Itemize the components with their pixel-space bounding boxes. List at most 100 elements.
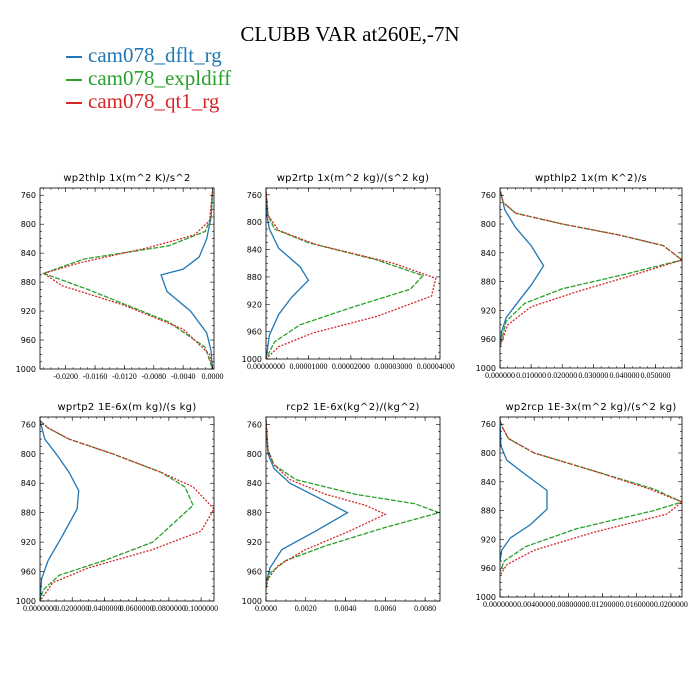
y-tick-label: 880 <box>21 278 36 287</box>
chart-title: wp2rcp 1E-3x(m^2 kg)/(s^2 kg) <box>505 402 676 413</box>
y-tick-label: 880 <box>481 278 496 287</box>
y-tick-label: 1000 <box>476 364 496 373</box>
plot-frame <box>499 187 683 369</box>
x-tick-label: -0.0160 <box>83 372 108 381</box>
y-tick-label: 1000 <box>16 597 36 606</box>
x-tick-label: -0.0080 <box>141 372 166 381</box>
x-tick-label: 0.0600000 <box>120 604 154 613</box>
y-tick-label: 760 <box>247 420 262 429</box>
y-tick-label: 1000 <box>242 597 262 606</box>
legend-swatch <box>66 79 82 82</box>
x-tick-label: 0.0040 <box>335 604 357 613</box>
series-line <box>266 420 387 591</box>
series-line <box>42 191 214 369</box>
y-tick-label: 1000 <box>242 355 262 364</box>
y-tick-label: 840 <box>247 246 262 255</box>
chart-panel: wp2rcp 1E-3x(m^2 kg)/(s^2 kg) 760 800 840 88… <box>476 402 688 609</box>
x-tick-label: 0.0080000 <box>551 600 585 609</box>
y-tick-label: 840 <box>21 479 36 488</box>
legend-label: cam078_expldiff <box>88 66 232 90</box>
y-tick-label: 1000 <box>16 365 36 374</box>
x-tick-label: 0.0160000 <box>620 600 654 609</box>
y-tick-label: 1000 <box>476 593 496 602</box>
chart-panel: wprtp2 1E-6x(m kg)/(s kg) 760 800 840 880 920… <box>16 402 218 613</box>
series-line <box>40 420 80 601</box>
y-tick-label: 800 <box>247 218 262 227</box>
y-tick-label: 920 <box>247 538 262 547</box>
legend-label: cam078_qt1_rg <box>88 89 220 113</box>
y-tick-label: 760 <box>21 191 36 200</box>
x-tick-label: 0.020000 <box>547 371 577 380</box>
y-tick-label: 880 <box>21 509 36 518</box>
y-tick-label: 800 <box>481 220 496 229</box>
x-tick-label: 0.030000 <box>578 371 608 380</box>
x-tick-label: 0.00000000 <box>247 362 285 371</box>
legend-item: cam078_dflt_rg <box>66 44 231 67</box>
y-tick-label: 960 <box>481 564 496 573</box>
plot-frame <box>39 187 215 370</box>
series-line <box>500 420 682 573</box>
x-tick-label: 0.000000 <box>485 371 515 380</box>
x-tick-label: 0.0080 <box>414 604 436 613</box>
y-tick-label: 960 <box>247 568 262 577</box>
y-tick-label: 960 <box>21 568 36 577</box>
chart-title: wprtp2 1E-6x(m kg)/(s kg) <box>57 402 196 413</box>
series-line <box>266 191 437 359</box>
chart-title: wp2rtp 1x(m^2 kg)/(s^2 kg) <box>277 173 430 184</box>
x-tick-label: 0.050000 <box>641 371 671 380</box>
y-tick-label: 920 <box>21 307 36 316</box>
plot-frame <box>39 416 215 602</box>
y-tick-label: 760 <box>21 420 36 429</box>
y-tick-label: 960 <box>21 336 36 345</box>
legend-item: cam078_expldiff <box>66 67 231 90</box>
y-tick-label: 880 <box>247 273 262 282</box>
series-line <box>500 420 548 562</box>
plot-frame <box>499 416 683 598</box>
chart-panel: wp2thlp 1x(m^2 K)/s^2 760 800 840 880 920 960 1… <box>16 173 224 381</box>
y-tick-label: 760 <box>481 191 496 200</box>
x-tick-label: 0.0040000 <box>517 600 551 609</box>
y-tick-label: 960 <box>247 328 262 337</box>
chart-panel: rcp2 1E-6x(kg^2)/(kg^2) 760 800 840 880 920 96… <box>242 402 441 613</box>
y-tick-label: 800 <box>21 450 36 459</box>
x-tick-label: 0.0400000 <box>87 604 121 613</box>
x-tick-label: 0.010000 <box>516 371 546 380</box>
chart-title: wpthlp2 1x(m K^2)/s <box>535 173 647 184</box>
x-tick-label: 0.00003000 <box>374 362 412 371</box>
page-title: CLUBB VAR at260E,-7N <box>240 22 460 46</box>
x-tick-label: 0.0000000 <box>23 604 57 613</box>
x-tick-label: -0.0200 <box>53 372 78 381</box>
plot-frame <box>265 187 441 360</box>
y-tick-label: 880 <box>247 509 262 518</box>
y-tick-label: 760 <box>247 191 262 200</box>
y-tick-label: 920 <box>247 300 262 309</box>
series-line <box>266 420 440 587</box>
x-tick-label: 0.0200000 <box>654 600 688 609</box>
series-line <box>40 420 194 601</box>
x-tick-label: 0.1000000 <box>184 604 218 613</box>
y-tick-label: 840 <box>481 478 496 487</box>
legend-item: cam078_qt1_rg <box>66 90 231 113</box>
x-tick-label: 0.00001000 <box>289 362 327 371</box>
y-tick-label: 880 <box>481 507 496 516</box>
series-line <box>40 420 214 601</box>
y-tick-label: 920 <box>481 306 496 315</box>
plot-frame <box>265 416 441 602</box>
y-tick-label: 840 <box>21 249 36 258</box>
legend-swatch <box>66 56 82 59</box>
y-tick-label: 840 <box>481 249 496 258</box>
y-tick-label: 840 <box>247 479 262 488</box>
legend: cam078_dflt_rg cam078_expldiff cam078_qt… <box>66 44 231 113</box>
legend-swatch <box>66 102 82 105</box>
x-tick-label: -0.0120 <box>112 372 137 381</box>
y-tick-label: 800 <box>21 220 36 229</box>
x-tick-label: 0.0000 <box>202 372 224 381</box>
chart-title: rcp2 1E-6x(kg^2)/(kg^2) <box>286 402 419 413</box>
y-tick-label: 800 <box>247 450 262 459</box>
x-tick-label: 0.0000 <box>255 604 277 613</box>
x-tick-label: 0.0060 <box>374 604 396 613</box>
x-tick-label: -0.0040 <box>171 372 196 381</box>
y-tick-label: 800 <box>481 449 496 458</box>
series-line <box>160 191 214 369</box>
